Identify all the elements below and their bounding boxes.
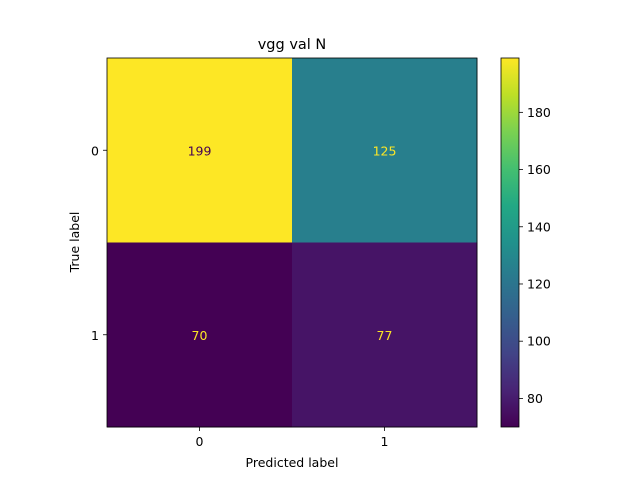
colorbar: 80 100 120 140 160 180: [500, 57, 551, 428]
axes: 0 1 0 1: [91, 57, 478, 449]
y-tick-label: 1: [91, 328, 99, 343]
y-axis-label: True label: [67, 212, 82, 274]
cell-0-1: [292, 58, 478, 243]
plot-frame: [106, 57, 478, 428]
colorbar-tick-label: 180: [527, 105, 551, 120]
colorbar-tick-label: 140: [527, 219, 551, 234]
heatmap-cells: 199 125 70 77: [107, 58, 478, 428]
chart-title: vgg val N: [258, 37, 327, 53]
colorbar-gradient: [500, 57, 520, 428]
cell-value-1-1: 77: [377, 328, 393, 343]
cell-1-0: [107, 242, 293, 428]
cell-value-1-0: 70: [192, 328, 208, 343]
x-axis-label: Predicted label: [246, 455, 339, 470]
cell-value-0-1: 125: [373, 143, 397, 158]
colorbar-tick-label: 160: [527, 162, 551, 177]
y-tick-label: 0: [91, 143, 99, 158]
cell-value-0-0: 199: [188, 143, 212, 158]
cell-0-0: [107, 58, 293, 243]
x-tick-label: 1: [381, 434, 389, 449]
colorbar-tick-label: 100: [527, 334, 551, 349]
x-tick-label: 0: [196, 434, 204, 449]
cell-1-1: [292, 242, 478, 428]
colorbar-tick-label: 80: [527, 391, 543, 406]
colorbar-tick-label: 120: [527, 276, 551, 291]
